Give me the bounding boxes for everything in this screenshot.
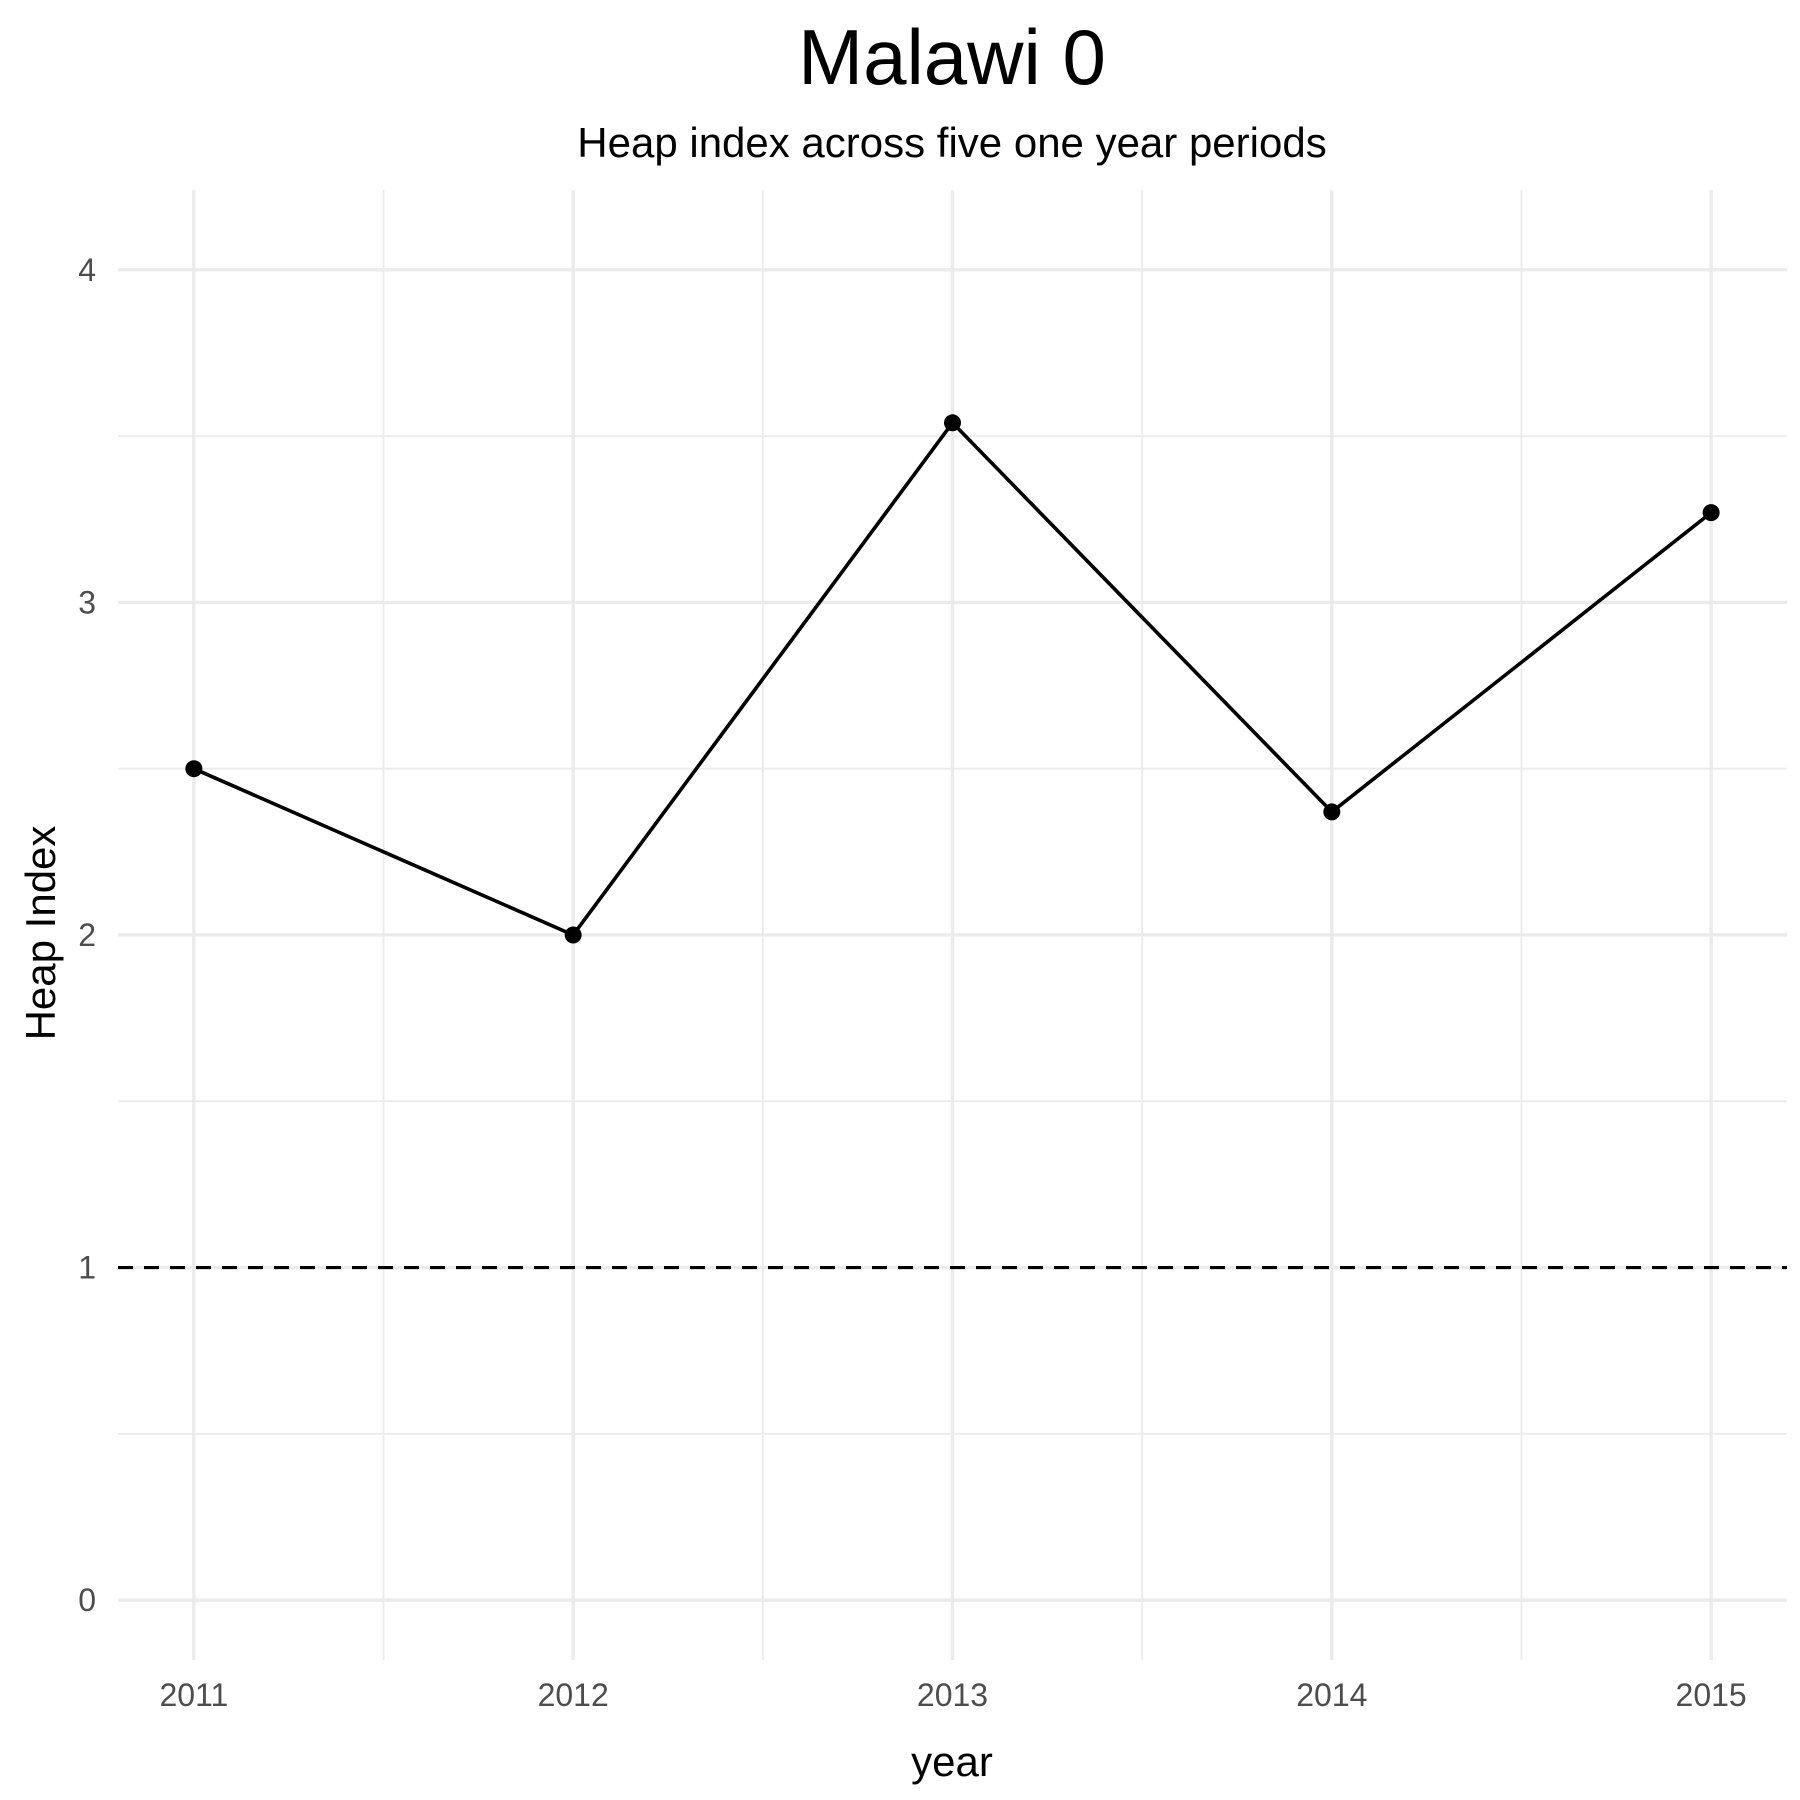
x-tick-label: 2011 xyxy=(159,1677,228,1713)
chart-title: Malawi 0 xyxy=(798,13,1106,101)
data-point xyxy=(1323,803,1341,821)
x-tick-label: 2014 xyxy=(1296,1677,1367,1713)
y-tick-label: 0 xyxy=(78,1582,96,1618)
x-axis-title: year xyxy=(911,1738,993,1785)
grid xyxy=(118,190,1787,1660)
y-tick-label: 4 xyxy=(78,252,96,288)
y-tick-label: 3 xyxy=(78,584,96,620)
x-tick-label: 2013 xyxy=(917,1677,988,1713)
x-tick-labels: 2011 2012 2013 2014 2015 xyxy=(159,1677,1746,1713)
y-axis-title: Heap Index xyxy=(17,826,64,1041)
chart-subtitle: Heap index across five one year periods xyxy=(577,119,1326,166)
data-point xyxy=(944,414,961,432)
x-tick-label: 2015 xyxy=(1676,1677,1747,1713)
y-tick-label: 1 xyxy=(78,1250,96,1286)
data-point xyxy=(564,926,582,944)
data-point xyxy=(1702,504,1720,522)
series-group xyxy=(185,414,1720,944)
x-tick-label: 2012 xyxy=(538,1677,609,1713)
y-tick-labels: 0 1 2 3 4 xyxy=(78,252,96,1618)
data-point xyxy=(185,760,203,778)
y-tick-label: 2 xyxy=(78,917,96,953)
